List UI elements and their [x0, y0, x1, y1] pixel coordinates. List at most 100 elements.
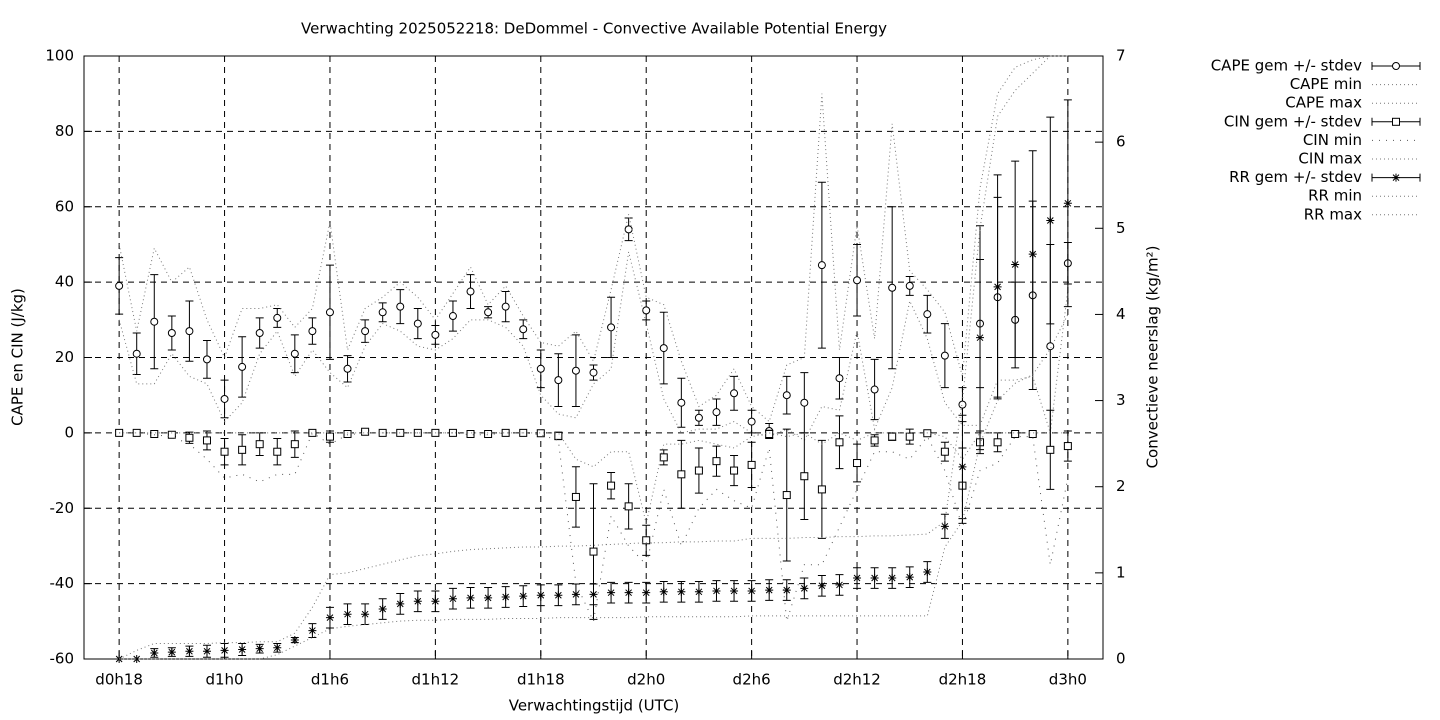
- point: [765, 430, 774, 439]
- point: [800, 398, 809, 407]
- point: [466, 287, 475, 296]
- point: [624, 225, 633, 234]
- point: [677, 587, 686, 596]
- point: [659, 453, 668, 462]
- point: [730, 586, 739, 595]
- point: [571, 366, 580, 375]
- point: [923, 310, 932, 319]
- point: [273, 447, 282, 456]
- point: [642, 536, 651, 545]
- point: [607, 481, 616, 490]
- point: [730, 466, 739, 475]
- point: [624, 502, 633, 511]
- point: [273, 643, 282, 652]
- point: [255, 644, 264, 653]
- point: [782, 391, 791, 400]
- point: [694, 413, 703, 422]
- point: [607, 323, 616, 332]
- x-tick-label: d1h12: [412, 671, 460, 689]
- point: [115, 281, 124, 290]
- point: [958, 462, 967, 471]
- legend-label: CIN min: [1303, 131, 1362, 149]
- legend-marker: [1392, 117, 1400, 126]
- point: [501, 428, 510, 437]
- y-tick-label: -20: [50, 499, 75, 517]
- point: [888, 432, 897, 441]
- point: [782, 491, 791, 500]
- y2-tick-label: 3: [1116, 391, 1126, 409]
- point: [132, 349, 141, 358]
- point: [853, 574, 862, 583]
- point: [677, 398, 686, 407]
- point: [431, 597, 440, 606]
- point: [501, 302, 510, 311]
- legend-label: RR min: [1308, 187, 1362, 205]
- point: [870, 436, 879, 445]
- point: [800, 472, 809, 481]
- point: [1011, 430, 1020, 439]
- legend-label: RR max: [1304, 205, 1362, 223]
- legend-label: CAPE min: [1290, 75, 1362, 93]
- point: [554, 591, 563, 600]
- legend-label: CAPE gem +/- stdev: [1211, 57, 1362, 75]
- point: [484, 430, 493, 439]
- point: [466, 430, 475, 439]
- range-line: [118, 55, 1068, 423]
- y2-tick-label: 0: [1116, 650, 1126, 668]
- range-line: [118, 55, 1068, 660]
- point: [1028, 250, 1037, 259]
- y2-tick-label: 2: [1116, 477, 1126, 495]
- point: [923, 567, 932, 576]
- point: [484, 308, 493, 317]
- point: [150, 648, 159, 657]
- point: [343, 610, 352, 619]
- point: [958, 400, 967, 409]
- point: [536, 364, 545, 373]
- y-tick-label: 60: [55, 197, 74, 215]
- point: [396, 302, 405, 311]
- point: [238, 445, 247, 454]
- point: [817, 485, 826, 494]
- legend-label: CAPE max: [1285, 94, 1362, 112]
- point: [343, 430, 352, 439]
- point: [167, 430, 176, 439]
- point: [290, 636, 299, 645]
- point: [325, 432, 334, 441]
- y-tick-label: 100: [45, 47, 74, 65]
- x-tick-label: d0h18: [95, 671, 143, 689]
- point: [185, 327, 194, 336]
- legend-marker: [1392, 62, 1400, 70]
- point: [870, 574, 879, 583]
- point: [642, 306, 651, 315]
- y2-tick-label: 6: [1116, 133, 1126, 151]
- x-tick-label: d2h6: [733, 671, 771, 689]
- point: [712, 457, 721, 466]
- point: [238, 645, 247, 654]
- point: [730, 389, 739, 398]
- x-tick-label: d1h18: [517, 671, 565, 689]
- point: [290, 349, 299, 358]
- x-tick-label: d2h18: [939, 671, 987, 689]
- point: [501, 592, 510, 601]
- point: [536, 429, 545, 438]
- point: [185, 647, 194, 656]
- point: [413, 319, 422, 328]
- x-tick-label: d3h0: [1049, 671, 1087, 689]
- point: [747, 586, 756, 595]
- point: [255, 329, 264, 338]
- point: [1063, 199, 1072, 208]
- y-tick-label: 80: [55, 122, 74, 140]
- point: [817, 261, 826, 270]
- point: [607, 588, 616, 597]
- point: [308, 626, 317, 635]
- point: [308, 428, 317, 437]
- point: [448, 428, 457, 437]
- point: [571, 590, 580, 599]
- point: [747, 417, 756, 426]
- point: [853, 276, 862, 285]
- point: [413, 597, 422, 606]
- point: [519, 592, 528, 601]
- point: [150, 430, 159, 439]
